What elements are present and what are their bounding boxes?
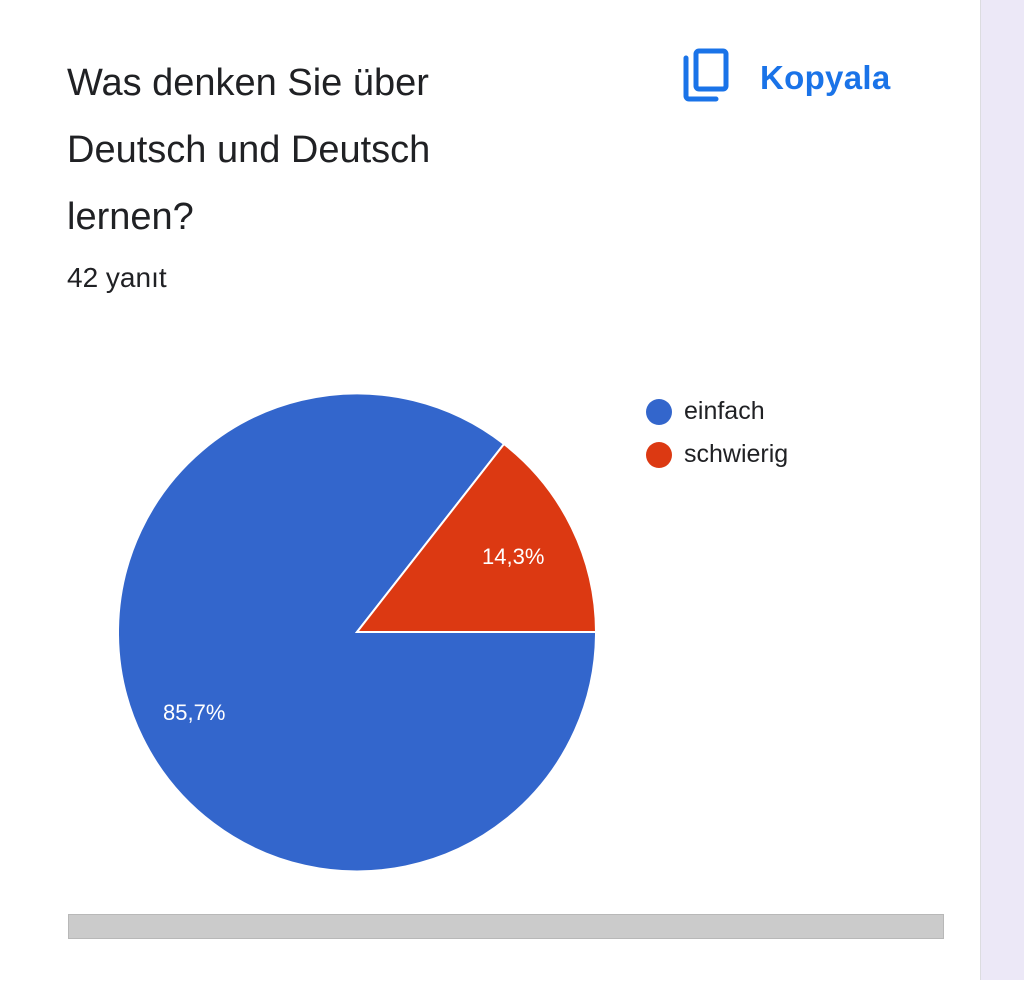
legend-label: einfach [684,397,765,425]
response-count: 42 yanıt [67,262,167,293]
copy-label: Kopyala [760,58,891,96]
slice-label-einfach: 85,7% [163,700,225,725]
side-background [980,0,1024,980]
horizontal-scrollbar[interactable] [68,914,944,939]
pie-chart: 14,3% 85,7% [117,392,598,873]
copy-button[interactable]: Kopyala [682,48,890,107]
slice-label-schwierig: 14,3% [482,544,544,569]
copy-icon [682,48,730,107]
question-title: Was denken Sie über Deutsch und Deutsch … [67,62,431,238]
legend-dot-icon [646,398,672,425]
legend-item-schwierig[interactable]: schwierig [646,433,788,476]
pie-slice-schwierig[interactable] [354,442,598,633]
chart-legend: einfach schwierig [646,390,788,476]
legend-item-einfach[interactable]: einfach [646,390,788,433]
legend-dot-icon [646,441,672,468]
legend-label: schwierig [684,440,789,468]
